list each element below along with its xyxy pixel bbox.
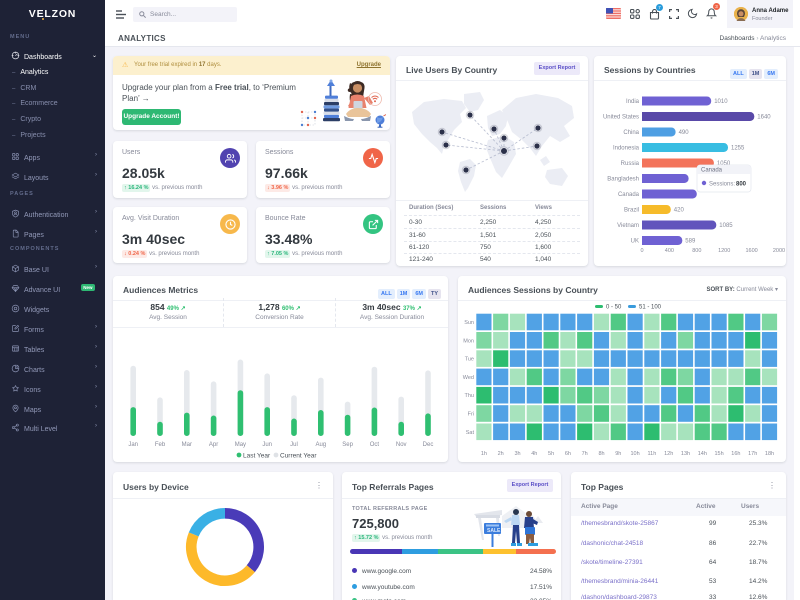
svg-text:United States: United States (603, 115, 639, 121)
svg-text:Jul: Jul (290, 442, 298, 448)
svg-text:Sun: Sun (464, 320, 474, 326)
svg-text:Nov: Nov (396, 442, 407, 448)
svg-text:1085: 1085 (719, 223, 733, 229)
svg-text:Sat: Sat (466, 430, 475, 436)
svg-text:51 - 100: 51 - 100 (639, 305, 662, 311)
svg-text:2000: 2000 (773, 248, 785, 254)
svg-text:2h: 2h (498, 451, 504, 457)
svg-text:Current Year: Current Year (280, 453, 317, 460)
svg-text:Dec: Dec (423, 442, 434, 448)
svg-text:1640: 1640 (757, 115, 771, 121)
svg-text:May: May (235, 442, 246, 448)
svg-text:UK: UK (631, 239, 639, 245)
svg-text:SALE: SALE (487, 528, 501, 534)
svg-text:Indonesia: Indonesia (613, 146, 640, 152)
svg-text:13h: 13h (681, 451, 690, 457)
svg-text:Brazil: Brazil (624, 208, 639, 214)
svg-text:1255: 1255 (731, 146, 745, 152)
svg-text:Sep: Sep (342, 442, 353, 448)
svg-text:1h: 1h (481, 451, 487, 457)
svg-text:1010: 1010 (714, 99, 728, 105)
svg-text:5h: 5h (548, 451, 554, 457)
svg-text:14h: 14h (698, 451, 707, 457)
svg-text:Last Year: Last Year (243, 453, 271, 460)
svg-text:10h: 10h (631, 451, 640, 457)
svg-text:Vietnam: Vietnam (617, 223, 639, 229)
svg-text:Jan: Jan (128, 442, 138, 448)
svg-text:12h: 12h (664, 451, 673, 457)
svg-text:China: China (623, 130, 639, 136)
svg-text:1050: 1050 (717, 161, 731, 167)
svg-text:589: 589 (685, 239, 696, 245)
svg-text:Mar: Mar (182, 442, 192, 448)
svg-text:17h: 17h (748, 451, 757, 457)
svg-text:0 - 50: 0 - 50 (606, 305, 622, 311)
svg-text:Mon: Mon (463, 338, 474, 344)
svg-text:Jun: Jun (262, 442, 272, 448)
svg-text:3h: 3h (514, 451, 520, 457)
svg-text:Fri: Fri (468, 412, 474, 418)
svg-text:16h: 16h (731, 451, 740, 457)
svg-text:Russia: Russia (621, 161, 640, 167)
svg-text:1600: 1600 (745, 248, 757, 254)
svg-text:800: 800 (692, 248, 701, 254)
svg-text:Canada: Canada (618, 192, 640, 198)
svg-text:800: 800 (736, 182, 747, 188)
svg-text:490: 490 (679, 130, 690, 136)
svg-text:Bangladesh: Bangladesh (607, 177, 639, 183)
svg-text:15h: 15h (715, 451, 724, 457)
svg-text:6h: 6h (565, 451, 571, 457)
svg-text:Oct: Oct (370, 442, 380, 448)
svg-text:Tue: Tue (465, 357, 474, 363)
svg-text:Aug: Aug (315, 442, 326, 448)
svg-text:Feb: Feb (155, 442, 166, 448)
svg-text:11h: 11h (648, 451, 657, 457)
svg-text:9h: 9h (615, 451, 621, 457)
svg-text:Canada: Canada (701, 168, 723, 174)
svg-text:420: 420 (674, 208, 685, 214)
svg-text:1200: 1200 (718, 248, 730, 254)
svg-text:India: India (626, 99, 640, 105)
svg-text:400: 400 (665, 248, 674, 254)
svg-text:Sessions:: Sessions: (709, 182, 735, 188)
svg-text:4h: 4h (531, 451, 537, 457)
svg-text:Wed: Wed (463, 375, 474, 381)
svg-text:18h: 18h (765, 451, 774, 457)
svg-text:Thu: Thu (465, 393, 474, 399)
svg-text:7h: 7h (582, 451, 588, 457)
svg-text:8h: 8h (598, 451, 604, 457)
svg-text:Apr: Apr (209, 442, 218, 448)
svg-text:0: 0 (640, 248, 643, 254)
